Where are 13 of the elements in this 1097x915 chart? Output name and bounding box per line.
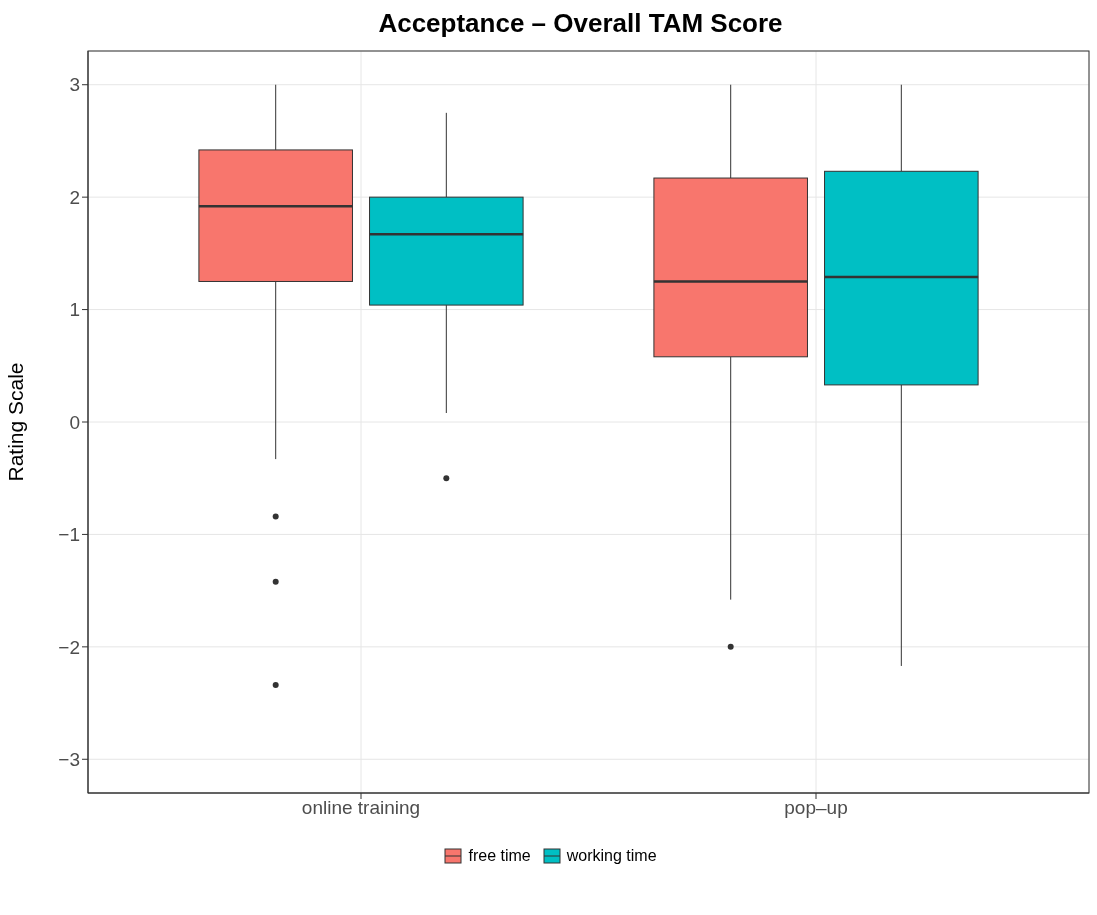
y-tick-label: −3 [58, 749, 80, 771]
chart-title: Acceptance – Overall TAM Score [377, 8, 784, 39]
legend-label: working time [566, 847, 657, 865]
y-tick-label: 1 [69, 299, 80, 321]
y-tick-label: 2 [69, 186, 80, 208]
y-tick-label: 3 [69, 74, 80, 96]
y-tick-label: 0 [69, 411, 80, 433]
x-tick-label: online training [301, 797, 421, 819]
x-tick-label: pop–up [784, 797, 848, 819]
y-tick-label: −2 [58, 636, 80, 658]
legend-label: free time [468, 847, 531, 865]
y-axis-title: Rating Scale [4, 362, 28, 482]
y-tick-label: −1 [58, 524, 80, 546]
